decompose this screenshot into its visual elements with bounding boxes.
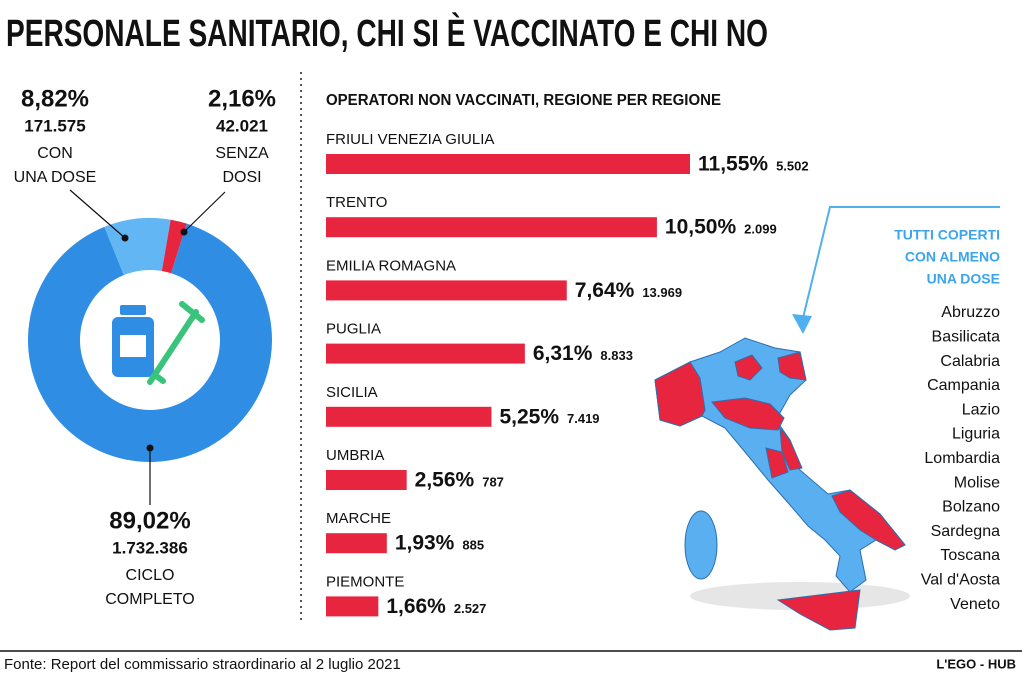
bar-category: MARCHE [326, 510, 391, 527]
bar-count: 13.969 [642, 285, 682, 300]
map-marche [779, 426, 803, 471]
leader-dot [180, 228, 188, 236]
map-legend-title: UNA DOSE [927, 271, 1000, 287]
leader-line [69, 189, 126, 239]
bar-value-label: 6,31% [533, 342, 593, 365]
map-legend-region: Campania [927, 377, 1000, 394]
bar-value-label: 7,64% [575, 279, 635, 302]
map-legend-region: Basilicata [932, 329, 1001, 346]
map-legend-region: Abruzzo [941, 304, 1000, 321]
map-legend-region: Sardegna [931, 523, 1000, 540]
map-legend-title: TUTTI COPERTI [894, 227, 1000, 243]
bar [326, 470, 407, 490]
bar-category: FRIULI VENEZIA GIULIA [326, 131, 494, 148]
map-sardegna [684, 510, 718, 580]
donut-count: 171.575 [24, 116, 85, 135]
bar-category: EMILIA ROMAGNA [326, 257, 456, 274]
map-legend-region: Molise [954, 474, 1000, 491]
bar [326, 533, 387, 554]
map-legend-region: Toscana [940, 547, 1000, 564]
source: Fonte: Report del commissario straordina… [4, 656, 401, 673]
bar-value-label: 11,55% [698, 153, 768, 176]
map-legend-region: Veneto [950, 596, 1000, 613]
bar-count: 2.527 [454, 601, 487, 616]
map-trento [734, 354, 763, 381]
donut-segment [161, 219, 187, 274]
donut-count: 1.732.386 [112, 538, 188, 557]
map-legend-region: Val d'Aosta [921, 572, 1000, 589]
donut-label: DOSI [222, 169, 261, 186]
donut-label: SENZA [215, 145, 269, 162]
vial-label [120, 335, 146, 357]
leader-dot [146, 444, 154, 452]
bar [326, 343, 525, 364]
map-puglia [831, 489, 906, 551]
map-legend-title: CON ALMENO [905, 249, 1000, 265]
map-sicilia [776, 589, 861, 631]
map-legend-region: Lazio [962, 401, 1000, 418]
donut-percent: 8,82% [21, 85, 89, 112]
bar-value-label: 1,66% [386, 595, 446, 618]
donut-segment [104, 218, 171, 276]
donut-label: CON [37, 145, 73, 162]
bar [326, 406, 492, 427]
map-legend-region: Bolzano [942, 499, 1000, 516]
donut-segment [27, 223, 272, 463]
bar-category: SICILIA [326, 384, 378, 401]
credit: L'EGO - HUB [936, 656, 1016, 671]
bar-category: TRENTO [326, 194, 387, 211]
bar-count: 2.099 [744, 222, 777, 237]
bar-count: 885 [462, 538, 484, 553]
map-emilia [711, 397, 785, 431]
map-arrow [802, 206, 1000, 319]
bar [326, 154, 690, 174]
vaccine-icon [82, 272, 218, 408]
bar-value-label: 1,93% [395, 532, 455, 555]
map-legend-region: Liguria [952, 426, 1000, 443]
vial-cap [120, 305, 146, 315]
syringe [147, 301, 205, 385]
leader-dot [121, 234, 129, 242]
bar [326, 280, 567, 301]
leader-line [183, 191, 226, 233]
bar-count: 787 [482, 474, 504, 489]
donut-label: UNA DOSE [14, 169, 97, 186]
bar-count: 7.419 [567, 411, 600, 426]
bar-title: OPERATORI NON VACCINATI, REGIONE PER REG… [326, 92, 721, 109]
arrow-head [792, 314, 812, 334]
map-friuli [777, 351, 807, 381]
donut-count: 42.021 [216, 116, 268, 135]
map-umbria [765, 447, 789, 479]
page-title: PERSONALE SANITARIO, CHI SI È VACCINATO … [6, 11, 768, 55]
donut-percent: 2,16% [208, 85, 276, 112]
map-legend-region: Calabria [940, 353, 1000, 370]
bar-value-label: 10,50% [665, 216, 737, 239]
bar-category: PUGLIA [326, 321, 381, 338]
map-legend-region: Lombardia [924, 450, 1000, 467]
bar-value-label: 2,56% [415, 469, 475, 492]
italy-map [654, 206, 1000, 631]
bar [326, 596, 379, 617]
bar-category: PIEMONTE [326, 573, 404, 590]
map-piemonte [654, 361, 706, 427]
bar-value-label: 5,25% [499, 405, 559, 428]
donut-percent: 89,02% [109, 507, 190, 534]
bar-count: 8.833 [600, 348, 633, 363]
donut-label: CICLO [126, 567, 175, 584]
bar-category: UMBRIA [326, 447, 384, 464]
bar [326, 217, 657, 238]
bar-count: 5.502 [776, 158, 809, 173]
donut-label: COMPLETO [105, 591, 195, 608]
